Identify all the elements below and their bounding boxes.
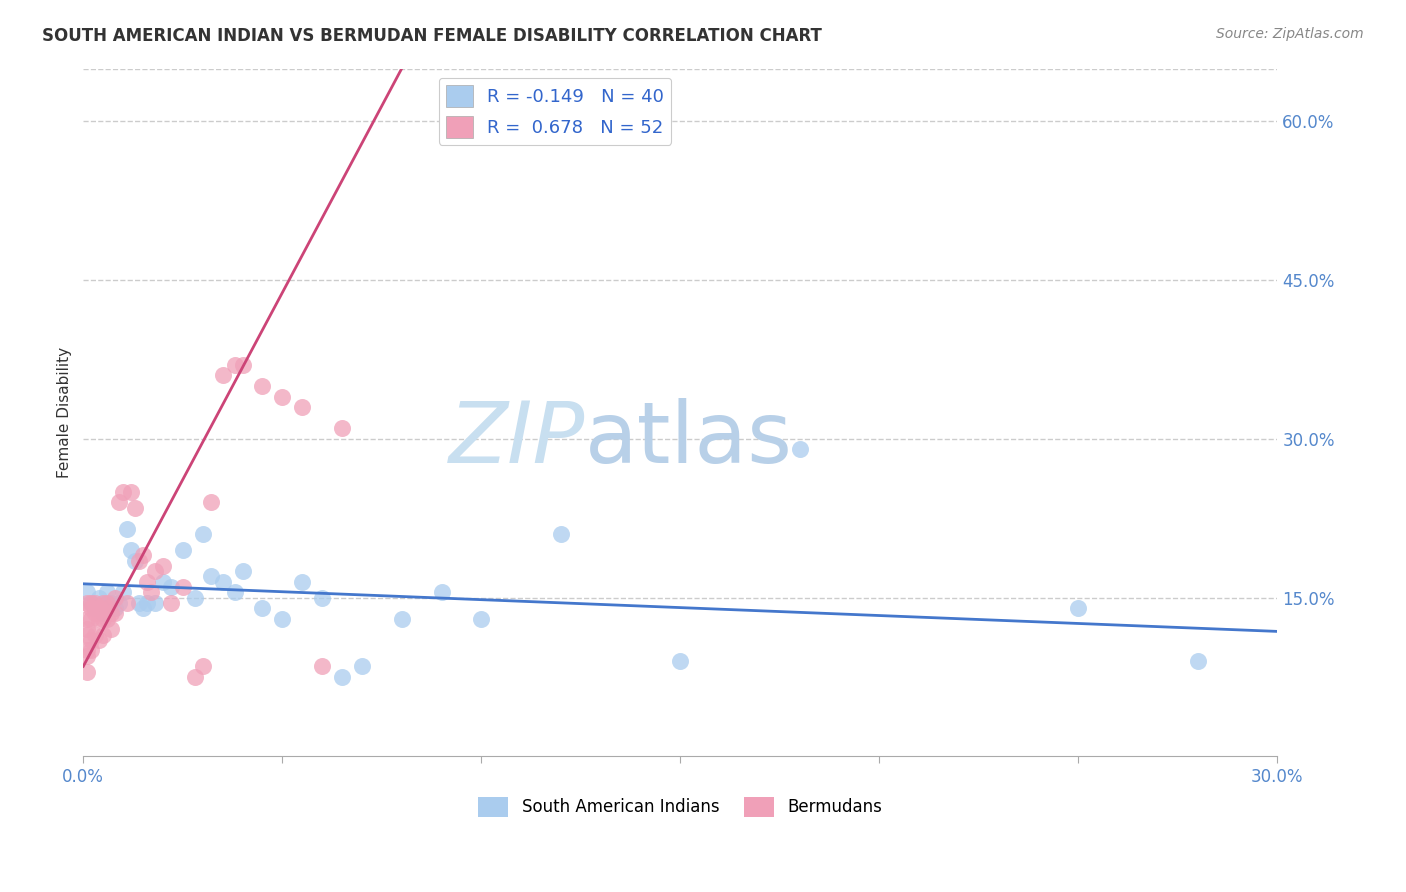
Point	[252, 601, 274, 615]
Point	[311, 591, 333, 605]
Point	[291, 574, 314, 589]
Point	[76, 585, 98, 599]
Point	[231, 564, 253, 578]
Point	[108, 495, 131, 509]
Point	[76, 643, 98, 657]
Point	[231, 358, 253, 372]
Point	[108, 596, 131, 610]
Point	[91, 612, 114, 626]
Point	[152, 574, 174, 589]
Point	[100, 596, 122, 610]
Point	[470, 612, 492, 626]
Point	[80, 601, 103, 615]
Point	[291, 400, 314, 414]
Point	[350, 659, 373, 673]
Point	[172, 543, 194, 558]
Point	[184, 591, 207, 605]
Point	[136, 596, 159, 610]
Point	[80, 612, 103, 626]
Y-axis label: Female Disability: Female Disability	[58, 347, 72, 478]
Point	[143, 564, 166, 578]
Point	[152, 558, 174, 573]
Point	[789, 442, 811, 457]
Point	[91, 596, 114, 610]
Point	[200, 495, 222, 509]
Point	[84, 627, 107, 641]
Point	[191, 527, 214, 541]
Point	[224, 585, 246, 599]
Point	[252, 379, 274, 393]
Point	[96, 585, 118, 599]
Text: ZIP: ZIP	[449, 399, 585, 482]
Point	[96, 601, 118, 615]
Point	[191, 659, 214, 673]
Point	[76, 596, 98, 610]
Point	[330, 421, 353, 435]
Legend: South American Indians, Bermudans: South American Indians, Bermudans	[471, 790, 889, 823]
Point	[76, 627, 98, 641]
Point	[669, 654, 692, 668]
Point	[100, 607, 122, 621]
Point	[76, 648, 98, 663]
Point	[80, 596, 103, 610]
Text: SOUTH AMERICAN INDIAN VS BERMUDAN FEMALE DISABILITY CORRELATION CHART: SOUTH AMERICAN INDIAN VS BERMUDAN FEMALE…	[42, 27, 823, 45]
Point	[311, 659, 333, 673]
Point	[89, 612, 111, 626]
Point	[172, 580, 194, 594]
Point	[550, 527, 572, 541]
Point	[89, 591, 111, 605]
Point	[184, 670, 207, 684]
Point	[104, 607, 127, 621]
Point	[115, 596, 138, 610]
Point	[104, 601, 127, 615]
Point	[76, 622, 98, 636]
Point	[89, 632, 111, 647]
Point	[89, 601, 111, 615]
Point	[112, 484, 135, 499]
Point	[160, 596, 183, 610]
Point	[84, 596, 107, 610]
Point	[120, 543, 142, 558]
Text: Source: ZipAtlas.com: Source: ZipAtlas.com	[1216, 27, 1364, 41]
Point	[76, 665, 98, 679]
Point	[124, 500, 146, 515]
Point	[143, 596, 166, 610]
Point	[100, 622, 122, 636]
Point	[139, 585, 162, 599]
Point	[84, 601, 107, 615]
Point	[211, 368, 233, 383]
Point	[84, 607, 107, 621]
Point	[80, 632, 103, 647]
Point	[91, 607, 114, 621]
Point	[224, 358, 246, 372]
Point	[120, 484, 142, 499]
Point	[115, 522, 138, 536]
Point	[112, 585, 135, 599]
Text: atlas: atlas	[585, 399, 793, 482]
Point	[96, 612, 118, 626]
Point	[76, 612, 98, 626]
Point	[132, 601, 155, 615]
Point	[132, 548, 155, 562]
Point	[128, 553, 150, 567]
Point	[1067, 601, 1090, 615]
Point	[104, 591, 127, 605]
Point	[271, 612, 294, 626]
Point	[160, 580, 183, 594]
Point	[80, 596, 103, 610]
Point	[200, 569, 222, 583]
Point	[124, 553, 146, 567]
Point	[271, 390, 294, 404]
Point	[96, 596, 118, 610]
Point	[136, 574, 159, 589]
Point	[1187, 654, 1209, 668]
Point	[91, 627, 114, 641]
Point	[128, 596, 150, 610]
Point	[430, 585, 453, 599]
Point	[330, 670, 353, 684]
Point	[211, 574, 233, 589]
Point	[80, 643, 103, 657]
Point	[391, 612, 413, 626]
